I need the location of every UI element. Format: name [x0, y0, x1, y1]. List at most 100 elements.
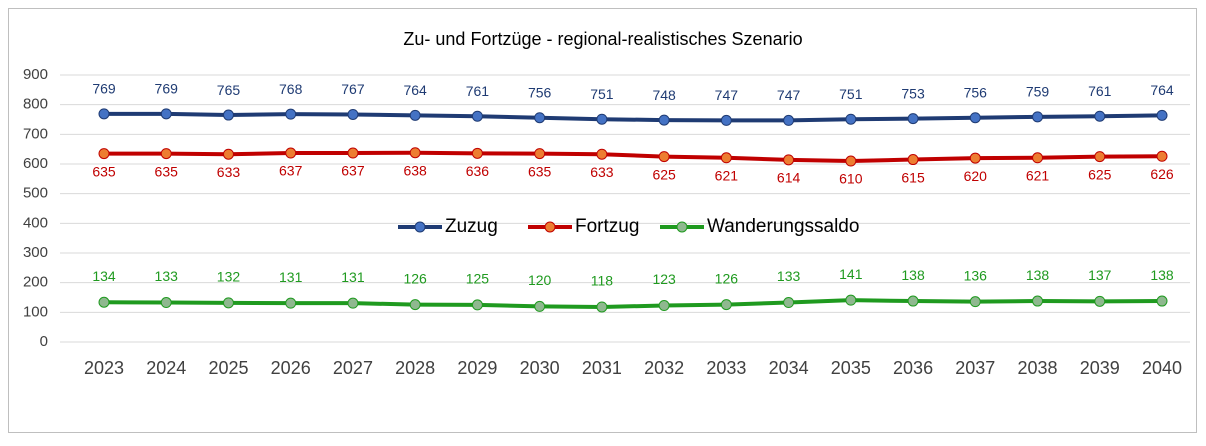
data-point	[845, 155, 857, 167]
data-label: 137	[1088, 267, 1112, 283]
data-point	[720, 152, 732, 164]
data-point	[783, 297, 795, 309]
legend-label: Fortzug	[575, 216, 639, 237]
chart-frame	[8, 8, 1197, 433]
data-point	[160, 297, 172, 309]
data-point	[347, 108, 359, 120]
y-tick-label: 500	[23, 185, 48, 202]
data-point	[1156, 295, 1168, 307]
data-point	[658, 114, 670, 126]
data-point	[222, 297, 234, 309]
data-label: 764	[1150, 82, 1174, 98]
x-tick-label: 2039	[1080, 358, 1120, 378]
y-tick-label: 200	[23, 274, 48, 291]
data-label: 118	[591, 273, 614, 289]
data-label: 747	[715, 87, 739, 103]
x-tick-label: 2040	[1142, 358, 1182, 378]
data-label: 769	[155, 81, 179, 97]
x-tick-label: 2028	[395, 358, 435, 378]
data-label: 133	[155, 268, 179, 284]
data-label: 138	[1026, 267, 1050, 283]
data-label: 123	[652, 271, 676, 287]
x-tick-label: 2025	[208, 358, 248, 378]
data-label: 747	[777, 87, 801, 103]
data-label: 633	[217, 164, 241, 180]
data-label: 637	[341, 163, 365, 179]
data-label: 141	[839, 266, 863, 282]
data-label: 633	[590, 164, 614, 180]
data-label: 621	[1026, 167, 1050, 183]
data-point	[285, 108, 297, 120]
data-label: 756	[964, 84, 988, 100]
data-label: 635	[528, 163, 552, 179]
data-point	[1094, 151, 1106, 163]
x-tick-label: 2031	[582, 358, 622, 378]
data-point	[98, 296, 110, 308]
y-tick-label: 300	[23, 244, 48, 261]
data-point	[471, 110, 483, 122]
data-label: 635	[155, 163, 179, 179]
data-label: 751	[590, 86, 614, 102]
legend-marker	[676, 221, 688, 233]
data-point	[1094, 295, 1106, 307]
data-label: 138	[1150, 267, 1174, 283]
data-label: 769	[92, 81, 116, 97]
x-tick-label: 2030	[520, 358, 560, 378]
data-label: 131	[341, 269, 365, 285]
data-point	[596, 301, 608, 313]
x-tick-label: 2026	[271, 358, 311, 378]
data-label: 136	[964, 267, 988, 283]
x-tick-label: 2024	[146, 358, 186, 378]
data-point	[907, 113, 919, 125]
data-point	[969, 112, 981, 124]
data-label: 126	[715, 270, 739, 286]
data-label: 614	[777, 170, 801, 186]
data-label: 756	[528, 84, 552, 100]
data-point	[658, 151, 670, 163]
data-label: 626	[1150, 166, 1174, 182]
y-tick-label: 900	[23, 66, 48, 83]
data-point	[969, 296, 981, 308]
y-tick-label: 100	[23, 303, 48, 320]
data-point	[969, 152, 981, 164]
data-label: 635	[92, 163, 116, 179]
data-label: 125	[466, 271, 490, 287]
data-point	[720, 299, 732, 311]
data-point	[658, 300, 670, 312]
data-point	[1032, 152, 1044, 164]
x-tick-label: 2023	[84, 358, 124, 378]
series-line	[103, 298, 1163, 309]
data-point	[98, 108, 110, 120]
data-label: 131	[279, 269, 303, 285]
y-tick-label: 700	[23, 125, 48, 142]
data-point	[347, 147, 359, 159]
data-label: 126	[403, 270, 427, 286]
data-point	[783, 154, 795, 166]
series-line	[104, 111, 1163, 123]
x-tick-label: 2036	[893, 358, 933, 378]
data-point	[907, 154, 919, 166]
data-point	[596, 148, 608, 160]
data-label: 132	[217, 269, 241, 285]
data-point	[222, 148, 234, 160]
x-tick-label: 2037	[955, 358, 995, 378]
legend-label: Zuzug	[445, 216, 498, 237]
data-point	[1156, 109, 1168, 121]
legend-label: Wanderungssaldo	[707, 216, 859, 237]
x-tick-label: 2032	[644, 358, 684, 378]
data-label: 748	[652, 87, 676, 103]
data-label: 610	[839, 171, 863, 187]
data-point	[845, 113, 857, 125]
y-tick-label: 400	[23, 214, 48, 231]
x-tick-label: 2029	[457, 358, 497, 378]
data-point	[534, 148, 546, 160]
data-label: 133	[777, 268, 801, 284]
data-point	[783, 114, 795, 126]
data-label: 761	[1088, 83, 1112, 99]
data-point	[907, 295, 919, 307]
data-label: 767	[341, 81, 365, 97]
x-tick-label: 2033	[706, 358, 746, 378]
data-label: 138	[901, 267, 925, 283]
data-point	[1032, 111, 1044, 123]
